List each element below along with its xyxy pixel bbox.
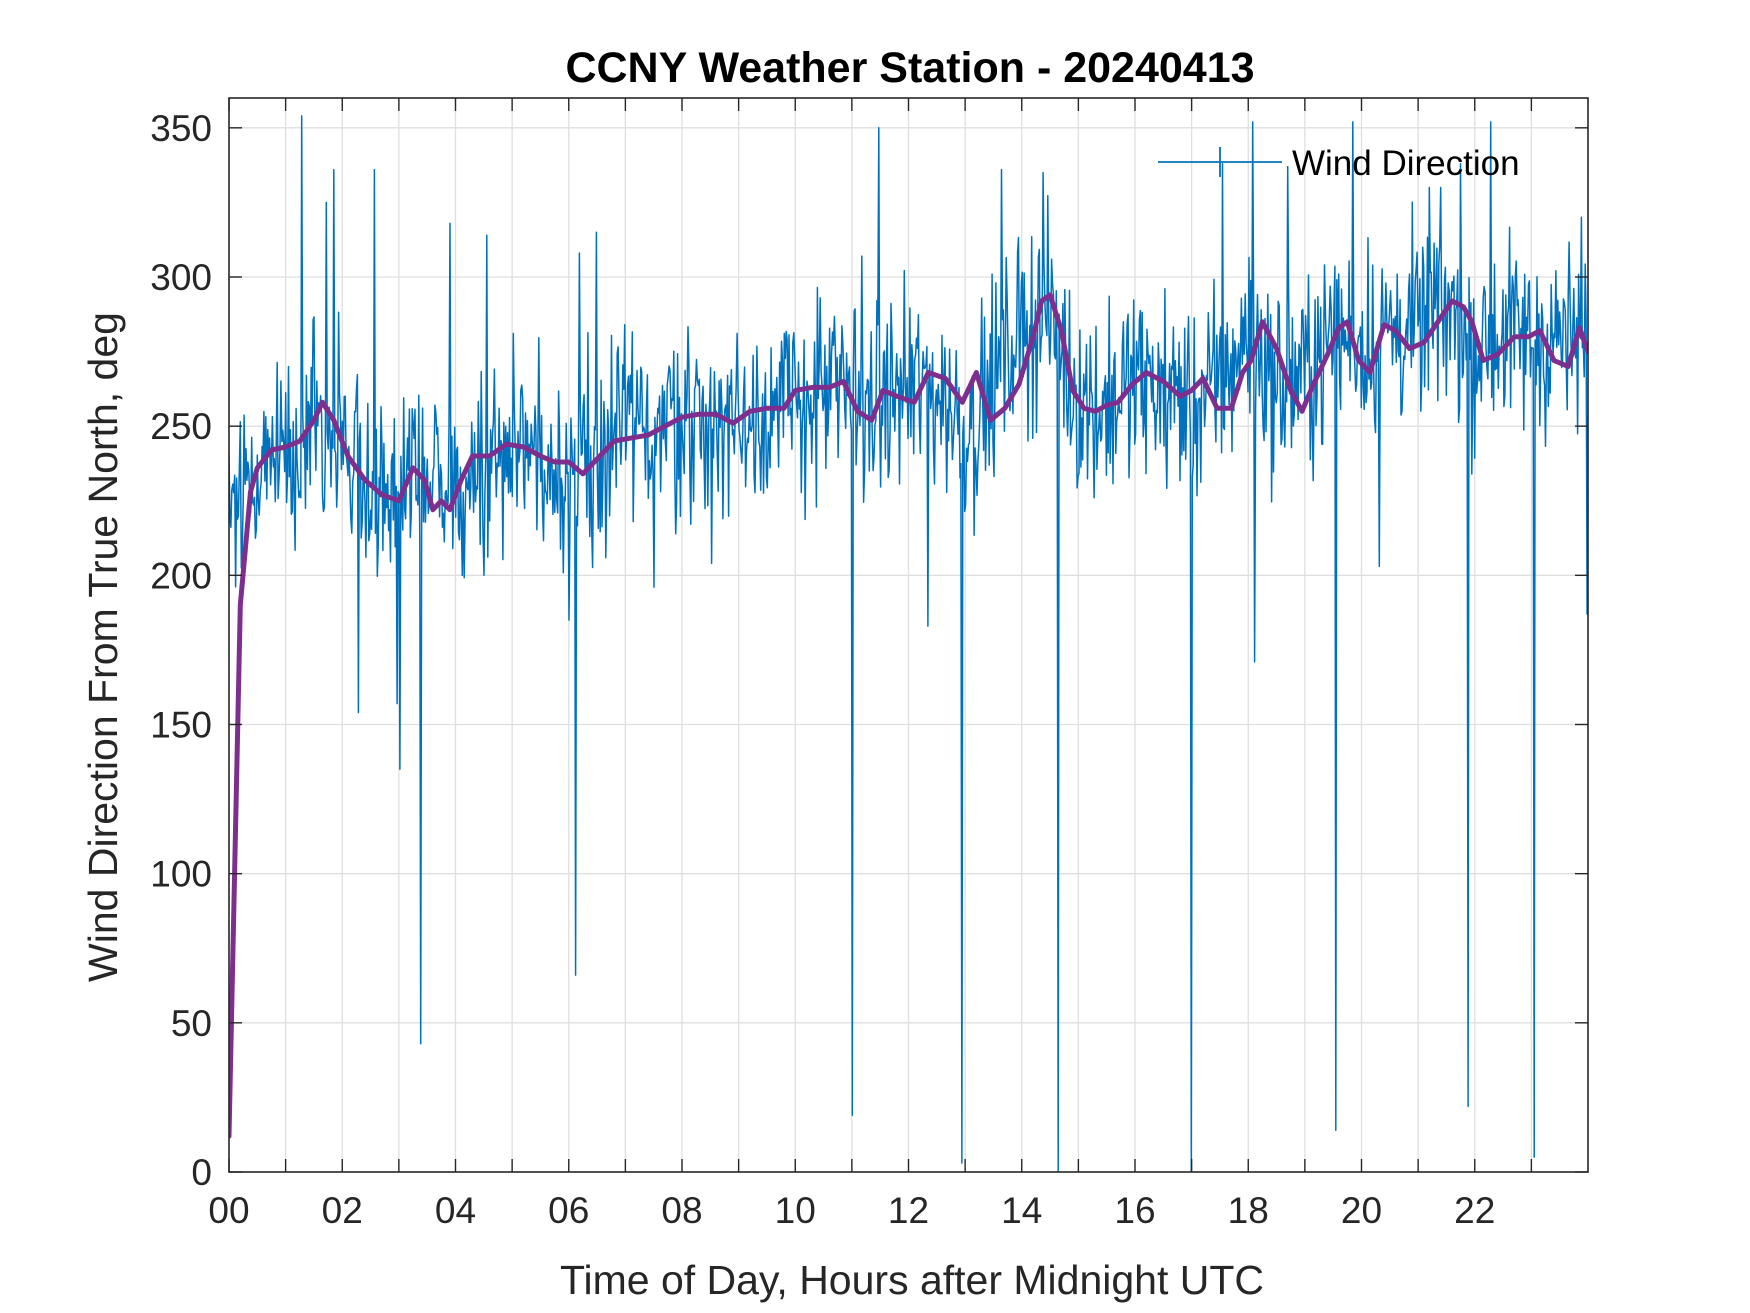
- series-wind-direction-line: [229, 115, 1588, 1172]
- x-tick-label: 16: [1114, 1190, 1155, 1231]
- x-tick-label: 10: [775, 1190, 816, 1231]
- y-tick-label: 200: [150, 555, 212, 596]
- x-tick-label: 12: [888, 1190, 929, 1231]
- series-running-mean-line: [229, 292, 1588, 1139]
- x-tick-label: 08: [661, 1190, 702, 1231]
- x-tick-label: 04: [435, 1190, 476, 1231]
- y-axis-label: Wind Direction From True North, deg: [80, 312, 126, 982]
- y-tick-label: 300: [150, 257, 212, 298]
- y-tick-label: 250: [150, 406, 212, 447]
- x-tick-label: 22: [1454, 1190, 1495, 1231]
- y-tick-label: 100: [150, 854, 212, 895]
- y-tick-label: 150: [150, 705, 212, 746]
- y-tick-labels: 0 50 100 150 200 250 300 350: [150, 108, 212, 1193]
- y-tick-label: 350: [150, 108, 212, 149]
- legend: Wind Direction: [1158, 144, 1520, 183]
- x-tick-label: 20: [1341, 1190, 1382, 1231]
- x-axis-label: Time of Day, Hours after Midnight UTC: [560, 1257, 1264, 1303]
- y-tick-label: 0: [191, 1152, 212, 1193]
- x-tick-label: 06: [548, 1190, 589, 1231]
- chart-title: CCNY Weather Station - 20240413: [565, 44, 1254, 92]
- axis-ticks: [228, 98, 1588, 1173]
- x-tick-label: 14: [1001, 1190, 1042, 1231]
- x-tick-labels: 00 02 04 06 08 10 12 14 16 18 20 22: [208, 1190, 1495, 1231]
- legend-label-wind-direction: Wind Direction: [1292, 144, 1520, 183]
- x-tick-label: 18: [1228, 1190, 1269, 1231]
- y-tick-label: 50: [171, 1003, 212, 1044]
- x-tick-label: 00: [208, 1190, 249, 1231]
- x-tick-label: 02: [322, 1190, 363, 1231]
